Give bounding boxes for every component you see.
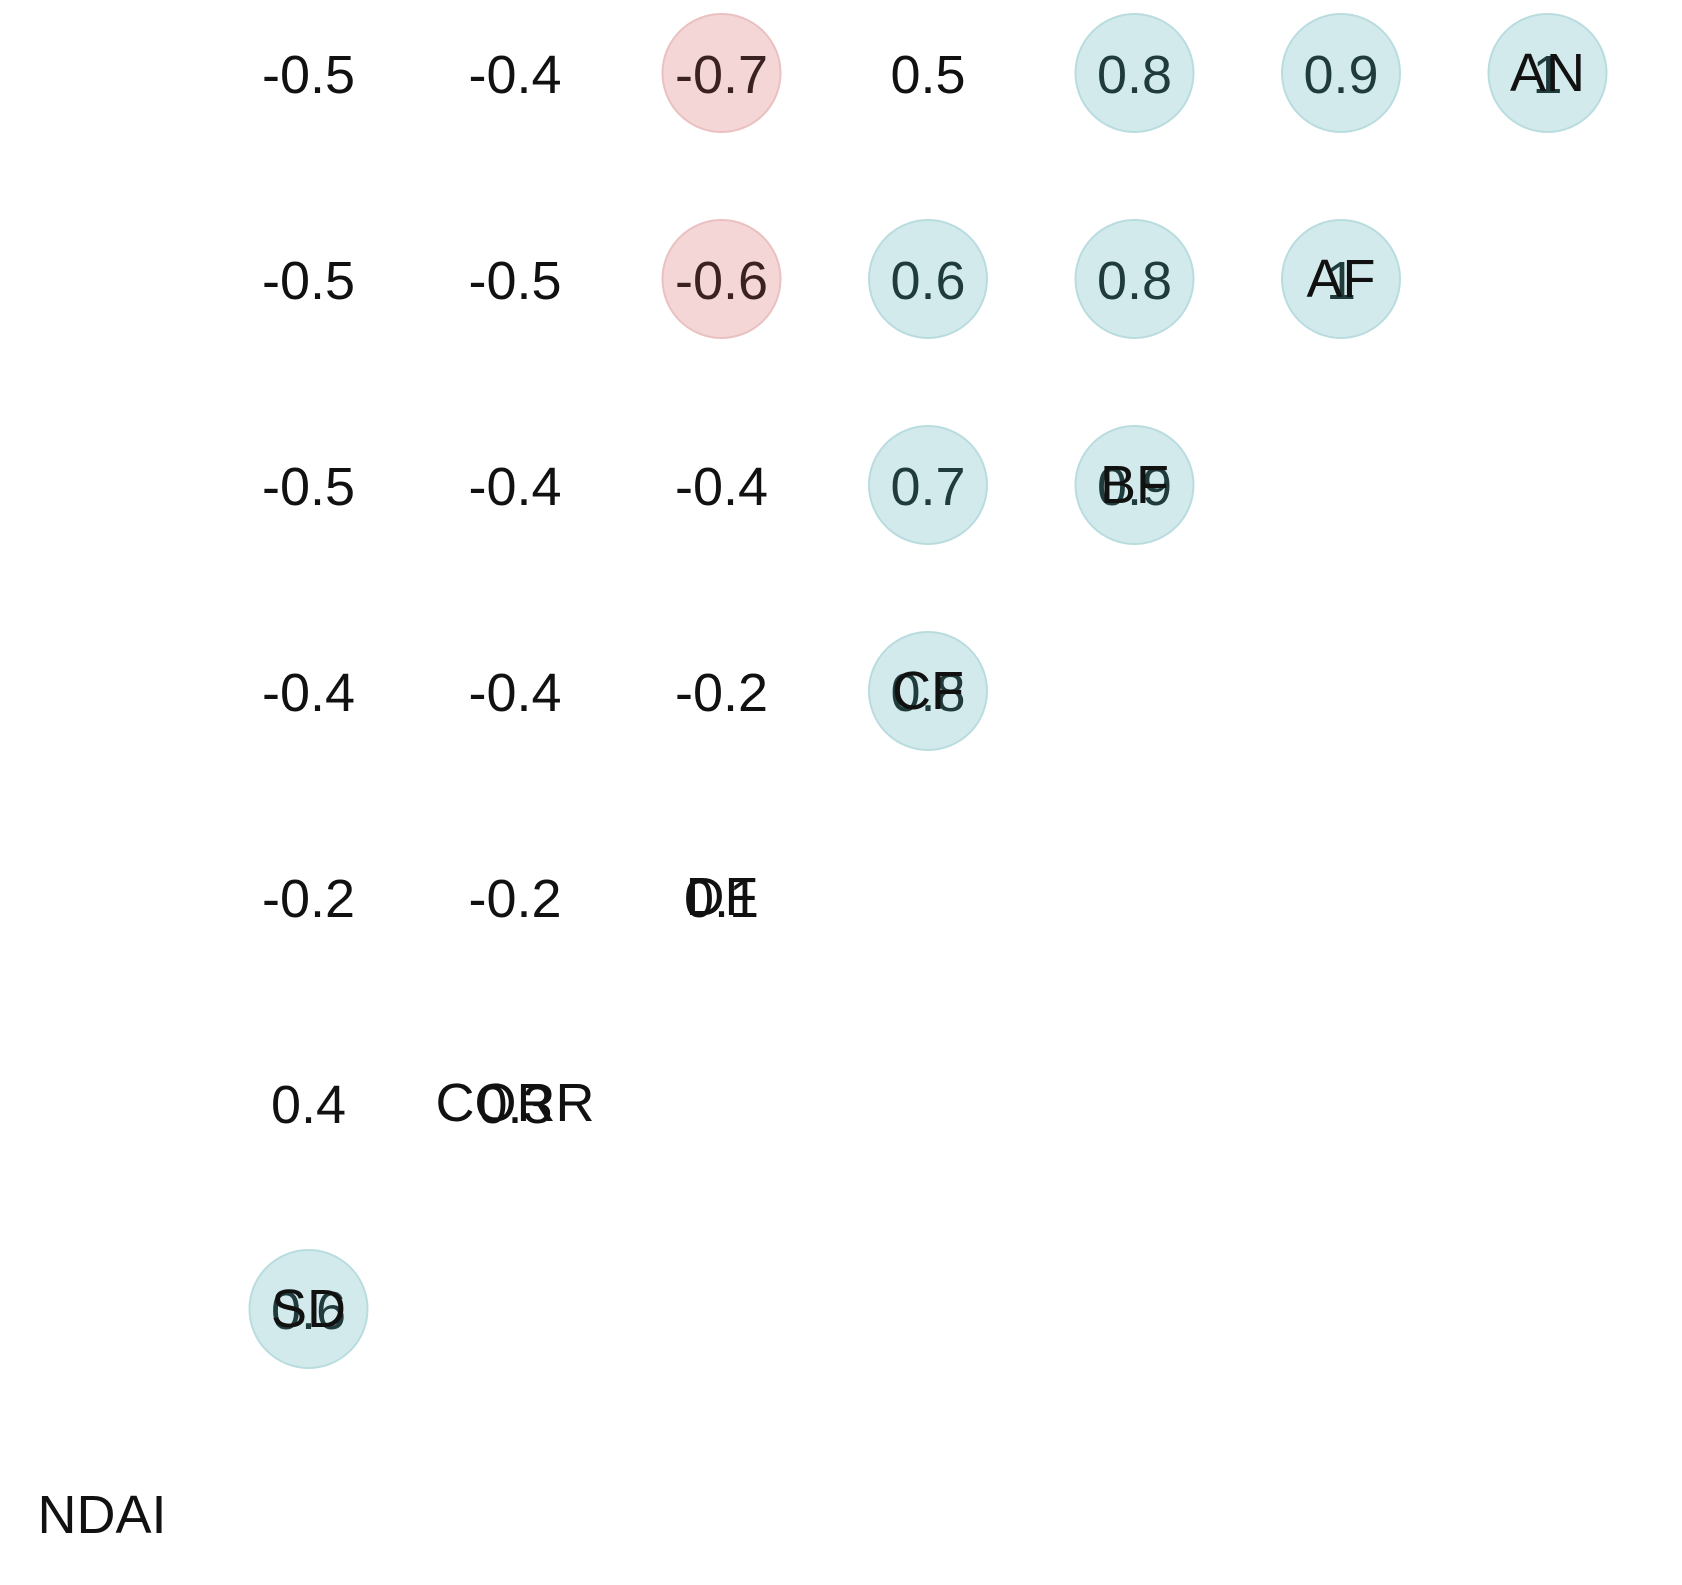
cell-value: 0.3 (477, 1075, 552, 1135)
cell-af-bf: 0.8 (1074, 219, 1195, 339)
var-label-sd: SD (271, 1279, 346, 1339)
cell-value: -0.4 (468, 663, 561, 723)
cell-sd-sd: 0.6 (248, 1249, 369, 1369)
cells-layer: 0.6 0.4 0.3 -0.2 -0.2 0.1 -0.4 -0.4 -0.2 0.8 -0.5 -… (248, 13, 1608, 1369)
cell-value: 0.8 (1097, 45, 1172, 105)
cell-bf-corr: -0.4 (468, 457, 561, 517)
cell-cf-sd: -0.4 (262, 663, 355, 723)
cell-value: -0.5 (262, 251, 355, 311)
cell-an-an: 1 (1487, 13, 1608, 133)
var-label-ndai: NDAI (37, 1485, 166, 1545)
cell-value: -0.4 (468, 45, 561, 105)
cell-value: 0.7 (890, 457, 965, 517)
cell-df-sd: -0.2 (262, 869, 355, 929)
cell-highlight-circle (1281, 219, 1401, 339)
cell-value: -0.4 (675, 457, 768, 517)
cell-an-corr: -0.4 (468, 45, 561, 105)
cell-highlight-circle (1074, 425, 1195, 545)
cell-df-df: 0.1 (684, 869, 759, 929)
cell-bf-cf: 0.7 (868, 425, 988, 545)
cell-value: 0.9 (1303, 45, 1378, 105)
cell-af-cf: 0.6 (868, 219, 988, 339)
cell-highlight-circle (1281, 13, 1401, 133)
cell-an-af: 0.9 (1281, 13, 1401, 133)
cell-value: 0.6 (890, 251, 965, 311)
var-label-corr: CORR (436, 1073, 595, 1133)
cell-an-sd: -0.5 (262, 45, 355, 105)
var-label-an: AN (1510, 43, 1585, 103)
var-label-cf: CF (892, 661, 964, 721)
cell-an-cf: 0.5 (890, 45, 965, 105)
cell-cf-corr: -0.4 (468, 663, 561, 723)
cell-an-bf: 0.8 (1074, 13, 1195, 133)
cell-highlight-circle (248, 1249, 369, 1369)
cell-highlight-circle (868, 219, 988, 339)
cell-value: -0.6 (675, 251, 768, 311)
cell-highlight-circle (661, 219, 782, 339)
var-label-bf: BF (1100, 455, 1169, 515)
cell-highlight-circle (868, 631, 988, 751)
cell-highlight-circle (868, 425, 988, 545)
cell-highlight-circle (661, 13, 782, 133)
cell-corr-sd: 0.4 (271, 1075, 346, 1135)
cell-value: -0.4 (262, 663, 355, 723)
cell-highlight-circle (1487, 13, 1608, 133)
cell-value: -0.5 (468, 251, 561, 311)
cell-bf-bf: 0.9 (1074, 425, 1195, 545)
cell-value: 0.1 (684, 869, 759, 929)
cell-bf-df: -0.4 (675, 457, 768, 517)
cell-cf-cf: 0.8 (868, 631, 988, 751)
cell-value: 1 (1326, 251, 1356, 311)
cell-an-df: -0.7 (661, 13, 782, 133)
cell-af-corr: -0.5 (468, 251, 561, 311)
cell-value: -0.4 (468, 457, 561, 517)
cell-bf-sd: -0.5 (262, 457, 355, 517)
cell-value: -0.5 (262, 45, 355, 105)
cell-value: 0.6 (271, 1281, 346, 1341)
cell-df-corr: -0.2 (468, 869, 561, 929)
variable-labels: NDAI SD CORR DF CF BF AF AN (37, 43, 1585, 1545)
cell-value: -0.7 (675, 45, 768, 105)
cell-value: -0.2 (675, 663, 768, 723)
cell-corr-corr: 0.3 (477, 1075, 552, 1135)
cell-highlight-circle (1074, 13, 1195, 133)
cell-value: -0.2 (262, 869, 355, 929)
cell-af-sd: -0.5 (262, 251, 355, 311)
cell-value: 0.8 (890, 663, 965, 723)
cell-value: -0.2 (468, 869, 561, 929)
cell-value: 1 (1532, 45, 1562, 105)
var-label-af: AF (1306, 249, 1375, 309)
cell-highlight-circle (1074, 219, 1195, 339)
cell-af-df: -0.6 (661, 219, 782, 339)
cell-af-af: 1 (1281, 219, 1401, 339)
cell-value: -0.5 (262, 457, 355, 517)
var-label-df: DF (686, 867, 758, 927)
cell-value: 0.9 (1097, 457, 1172, 517)
cell-value: 0.8 (1097, 251, 1172, 311)
cell-value: 0.4 (271, 1075, 346, 1135)
cell-cf-df: -0.2 (675, 663, 768, 723)
cell-value: 0.5 (890, 45, 965, 105)
